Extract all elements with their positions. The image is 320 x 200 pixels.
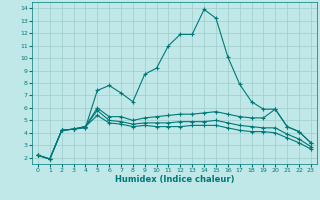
X-axis label: Humidex (Indice chaleur): Humidex (Indice chaleur): [115, 175, 234, 184]
